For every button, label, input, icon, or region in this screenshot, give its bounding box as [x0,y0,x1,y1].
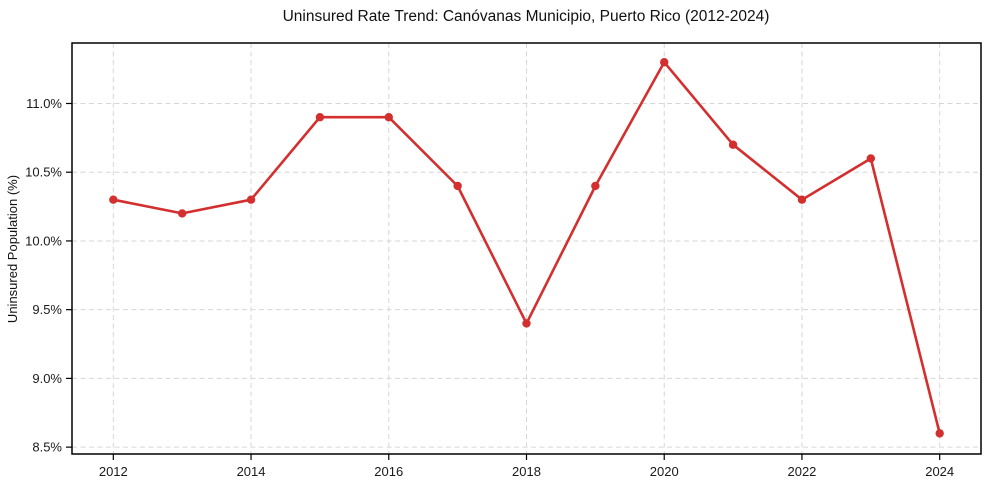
y-tick-label-9.5%: 9.5% [32,302,62,317]
series-uninsured-rate [109,58,944,438]
chart-title: Uninsured Rate Trend: Canóvanas Municipi… [283,8,770,25]
y-tick-label-10.5%: 10.5% [25,165,62,180]
x-tick-label-2012: 2012 [99,464,128,479]
data-point-2017 [453,181,462,191]
data-point-2020 [660,58,669,67]
data-point-2024 [935,429,944,438]
y-tick-label-8.5%: 8.5% [32,440,62,455]
data-point-2015 [315,113,325,122]
data-point-2019 [591,181,600,191]
y-tick-label-9.0%: 9.0% [32,371,62,386]
y-tick-label-10.0%: 10.0% [25,233,62,248]
data-point-2022 [797,195,807,204]
x-tick-label-2014: 2014 [237,464,266,479]
data-point-2013 [177,209,187,218]
gridlines [72,43,981,454]
x-tick-label-2016: 2016 [374,464,403,479]
x-tick-label-2020: 2020 [650,464,679,479]
data-point-2016 [384,113,393,122]
axes: 2012 2014 2016 2018 2020 2022 2024 8.5% 9.0% 9.5%… [25,42,982,479]
data-point-2012 [109,195,118,204]
x-tick-label-2022: 2022 [787,464,816,479]
data-point-2014 [246,195,256,204]
x-tick-label-2024: 2024 [925,464,954,479]
data-point-2021 [728,140,738,149]
x-tick-label-2018: 2018 [512,464,541,479]
data-point-2018 [522,319,531,328]
y-axis-label: Uninsured Population (%) [5,175,20,323]
data-point-2023 [866,154,876,163]
y-tick-label-11.0%: 11.0% [26,96,62,111]
